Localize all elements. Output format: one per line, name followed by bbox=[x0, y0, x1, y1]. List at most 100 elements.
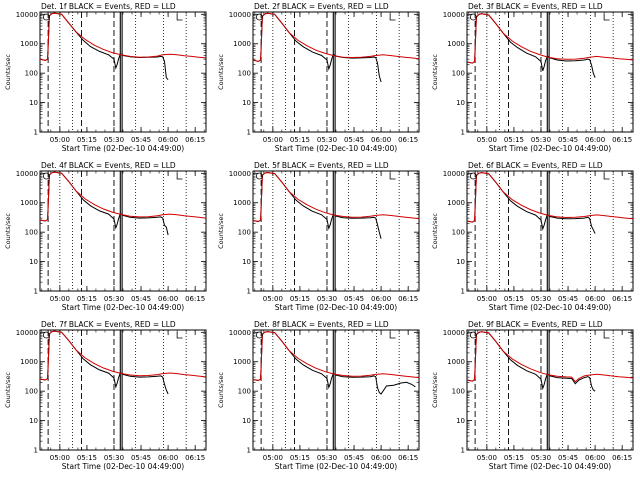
plot-frame bbox=[252, 170, 420, 292]
y-axis-label: Counts/sec bbox=[217, 54, 225, 90]
panel-det-1: 1 10 100 1000 10000 05:00 05:15 05:30 05:45 06:00… bbox=[4, 2, 207, 153]
events-line bbox=[253, 171, 382, 239]
panel-title: Det. 8f BLACK = Events, RED = LLD bbox=[254, 320, 389, 329]
x-tick-label: 05:30 bbox=[104, 454, 124, 462]
plot-frame bbox=[39, 329, 207, 451]
events-line bbox=[40, 171, 169, 236]
x-tick-label: 05:15 bbox=[290, 454, 310, 462]
lld-line bbox=[253, 331, 419, 382]
corner-marker bbox=[389, 14, 396, 21]
x-tick-label: 05:30 bbox=[104, 295, 124, 303]
x-tick-label: 06:15 bbox=[612, 136, 632, 144]
y-tick-label: 10000 bbox=[443, 170, 465, 178]
corner-marker bbox=[389, 332, 396, 339]
y-tick-label: 10 bbox=[242, 258, 251, 266]
x-tick-label: 05:30 bbox=[104, 136, 124, 144]
y-tick-label: 1000 bbox=[233, 40, 251, 48]
events-line bbox=[467, 331, 596, 392]
x-tick-label: 05:00 bbox=[477, 136, 497, 144]
x-axis-label: Start Time (02-Dec-10 04:49:00) bbox=[62, 144, 184, 153]
panel-det-9: 1 10 100 1000 10000 05:00 05:15 05:30 05:45 06:00… bbox=[431, 320, 634, 471]
x-tick-label: 05:30 bbox=[317, 454, 337, 462]
lld-line bbox=[467, 331, 633, 383]
x-tick-label: 05:00 bbox=[477, 295, 497, 303]
x-tick-label: 05:45 bbox=[131, 454, 151, 462]
x-tick-label: 05:45 bbox=[558, 136, 578, 144]
x-tick-label: 05:30 bbox=[531, 454, 551, 462]
panel-det-2: 1 10 100 1000 10000 05:00 05:15 05:30 05:45 06:00… bbox=[217, 2, 420, 153]
y-tick-label: 100 bbox=[452, 229, 465, 237]
corner-marker bbox=[603, 14, 610, 21]
lld-line bbox=[253, 171, 419, 223]
y-tick-label: 10 bbox=[29, 417, 38, 425]
x-tick-label: 06:00 bbox=[585, 295, 605, 303]
y-tick-label: 1000 bbox=[20, 40, 38, 48]
events-line bbox=[467, 172, 596, 234]
panel-title: Det. 2f BLACK = Events, RED = LLD bbox=[254, 2, 389, 11]
x-tick-label: 05:45 bbox=[344, 295, 364, 303]
corner-marker bbox=[603, 332, 610, 339]
y-tick-label: 10000 bbox=[16, 170, 38, 178]
x-tick-label: 05:45 bbox=[131, 136, 151, 144]
lld-line bbox=[467, 13, 633, 64]
events-line bbox=[467, 13, 596, 78]
y-tick-label: 1 bbox=[461, 129, 465, 137]
panel-title: Det. 7f BLACK = Events, RED = LLD bbox=[41, 320, 176, 329]
lld-line bbox=[253, 12, 419, 63]
x-tick-label: 06:00 bbox=[158, 136, 178, 144]
y-tick-label: 10 bbox=[242, 99, 251, 107]
y-tick-label: 1000 bbox=[233, 199, 251, 207]
y-tick-label: 1 bbox=[34, 129, 38, 137]
y-tick-label: 100 bbox=[25, 388, 38, 396]
x-tick-label: 05:00 bbox=[50, 136, 70, 144]
y-axis-label: Counts/sec bbox=[431, 372, 439, 408]
events-line bbox=[40, 330, 169, 395]
events-line bbox=[253, 12, 382, 83]
x-tick-label: 05:45 bbox=[558, 295, 578, 303]
y-axis-label: Counts/sec bbox=[217, 213, 225, 249]
y-tick-label: 1 bbox=[34, 288, 38, 296]
y-tick-label: 1 bbox=[247, 447, 251, 455]
x-tick-label: 05:00 bbox=[50, 295, 70, 303]
x-tick-label: 05:15 bbox=[504, 454, 524, 462]
x-tick-label: 05:15 bbox=[77, 454, 97, 462]
y-axis-label: Counts/sec bbox=[4, 54, 12, 90]
y-tick-label: 10 bbox=[242, 417, 251, 425]
peak-marker bbox=[469, 172, 477, 180]
y-tick-label: 100 bbox=[238, 229, 251, 237]
x-tick-label: 05:15 bbox=[504, 136, 524, 144]
y-tick-label: 1 bbox=[34, 447, 38, 455]
y-tick-label: 1000 bbox=[20, 358, 38, 366]
x-tick-label: 06:15 bbox=[185, 454, 205, 462]
lld-line bbox=[40, 12, 206, 62]
y-tick-label: 1000 bbox=[447, 40, 465, 48]
y-tick-label: 10000 bbox=[229, 329, 251, 337]
x-tick-label: 05:00 bbox=[50, 454, 70, 462]
x-tick-label: 05:45 bbox=[131, 295, 151, 303]
y-tick-label: 10 bbox=[456, 258, 465, 266]
plot-frame bbox=[252, 329, 420, 451]
x-tick-label: 06:15 bbox=[398, 454, 418, 462]
panel-det-7: 1 10 100 1000 10000 05:00 05:15 05:30 05:45 06:00… bbox=[4, 320, 207, 471]
y-tick-label: 1 bbox=[461, 447, 465, 455]
x-axis-label: Start Time (02-Dec-10 04:49:00) bbox=[489, 303, 611, 312]
peak-marker bbox=[469, 13, 477, 21]
peak-marker bbox=[255, 172, 263, 180]
y-tick-label: 10 bbox=[456, 417, 465, 425]
x-axis-label: Start Time (02-Dec-10 04:49:00) bbox=[275, 144, 397, 153]
plot-frame bbox=[466, 11, 634, 133]
x-tick-label: 05:15 bbox=[504, 295, 524, 303]
panel-det-5: 1 10 100 1000 10000 05:00 05:15 05:30 05:45 06:00… bbox=[217, 161, 420, 312]
y-tick-label: 1000 bbox=[447, 358, 465, 366]
y-tick-label: 10000 bbox=[16, 329, 38, 337]
peak-marker bbox=[42, 13, 50, 21]
panel-det-6: 1 10 100 1000 10000 05:00 05:15 05:30 05:45 06:00… bbox=[431, 161, 634, 312]
corner-marker bbox=[176, 173, 183, 180]
plot-frame bbox=[466, 170, 634, 292]
y-axis-label: Counts/sec bbox=[431, 213, 439, 249]
x-tick-label: 05:30 bbox=[317, 136, 337, 144]
y-tick-label: 10000 bbox=[229, 170, 251, 178]
x-axis-label: Start Time (02-Dec-10 04:49:00) bbox=[62, 462, 184, 471]
y-tick-label: 1000 bbox=[20, 199, 38, 207]
x-tick-label: 06:15 bbox=[185, 136, 205, 144]
